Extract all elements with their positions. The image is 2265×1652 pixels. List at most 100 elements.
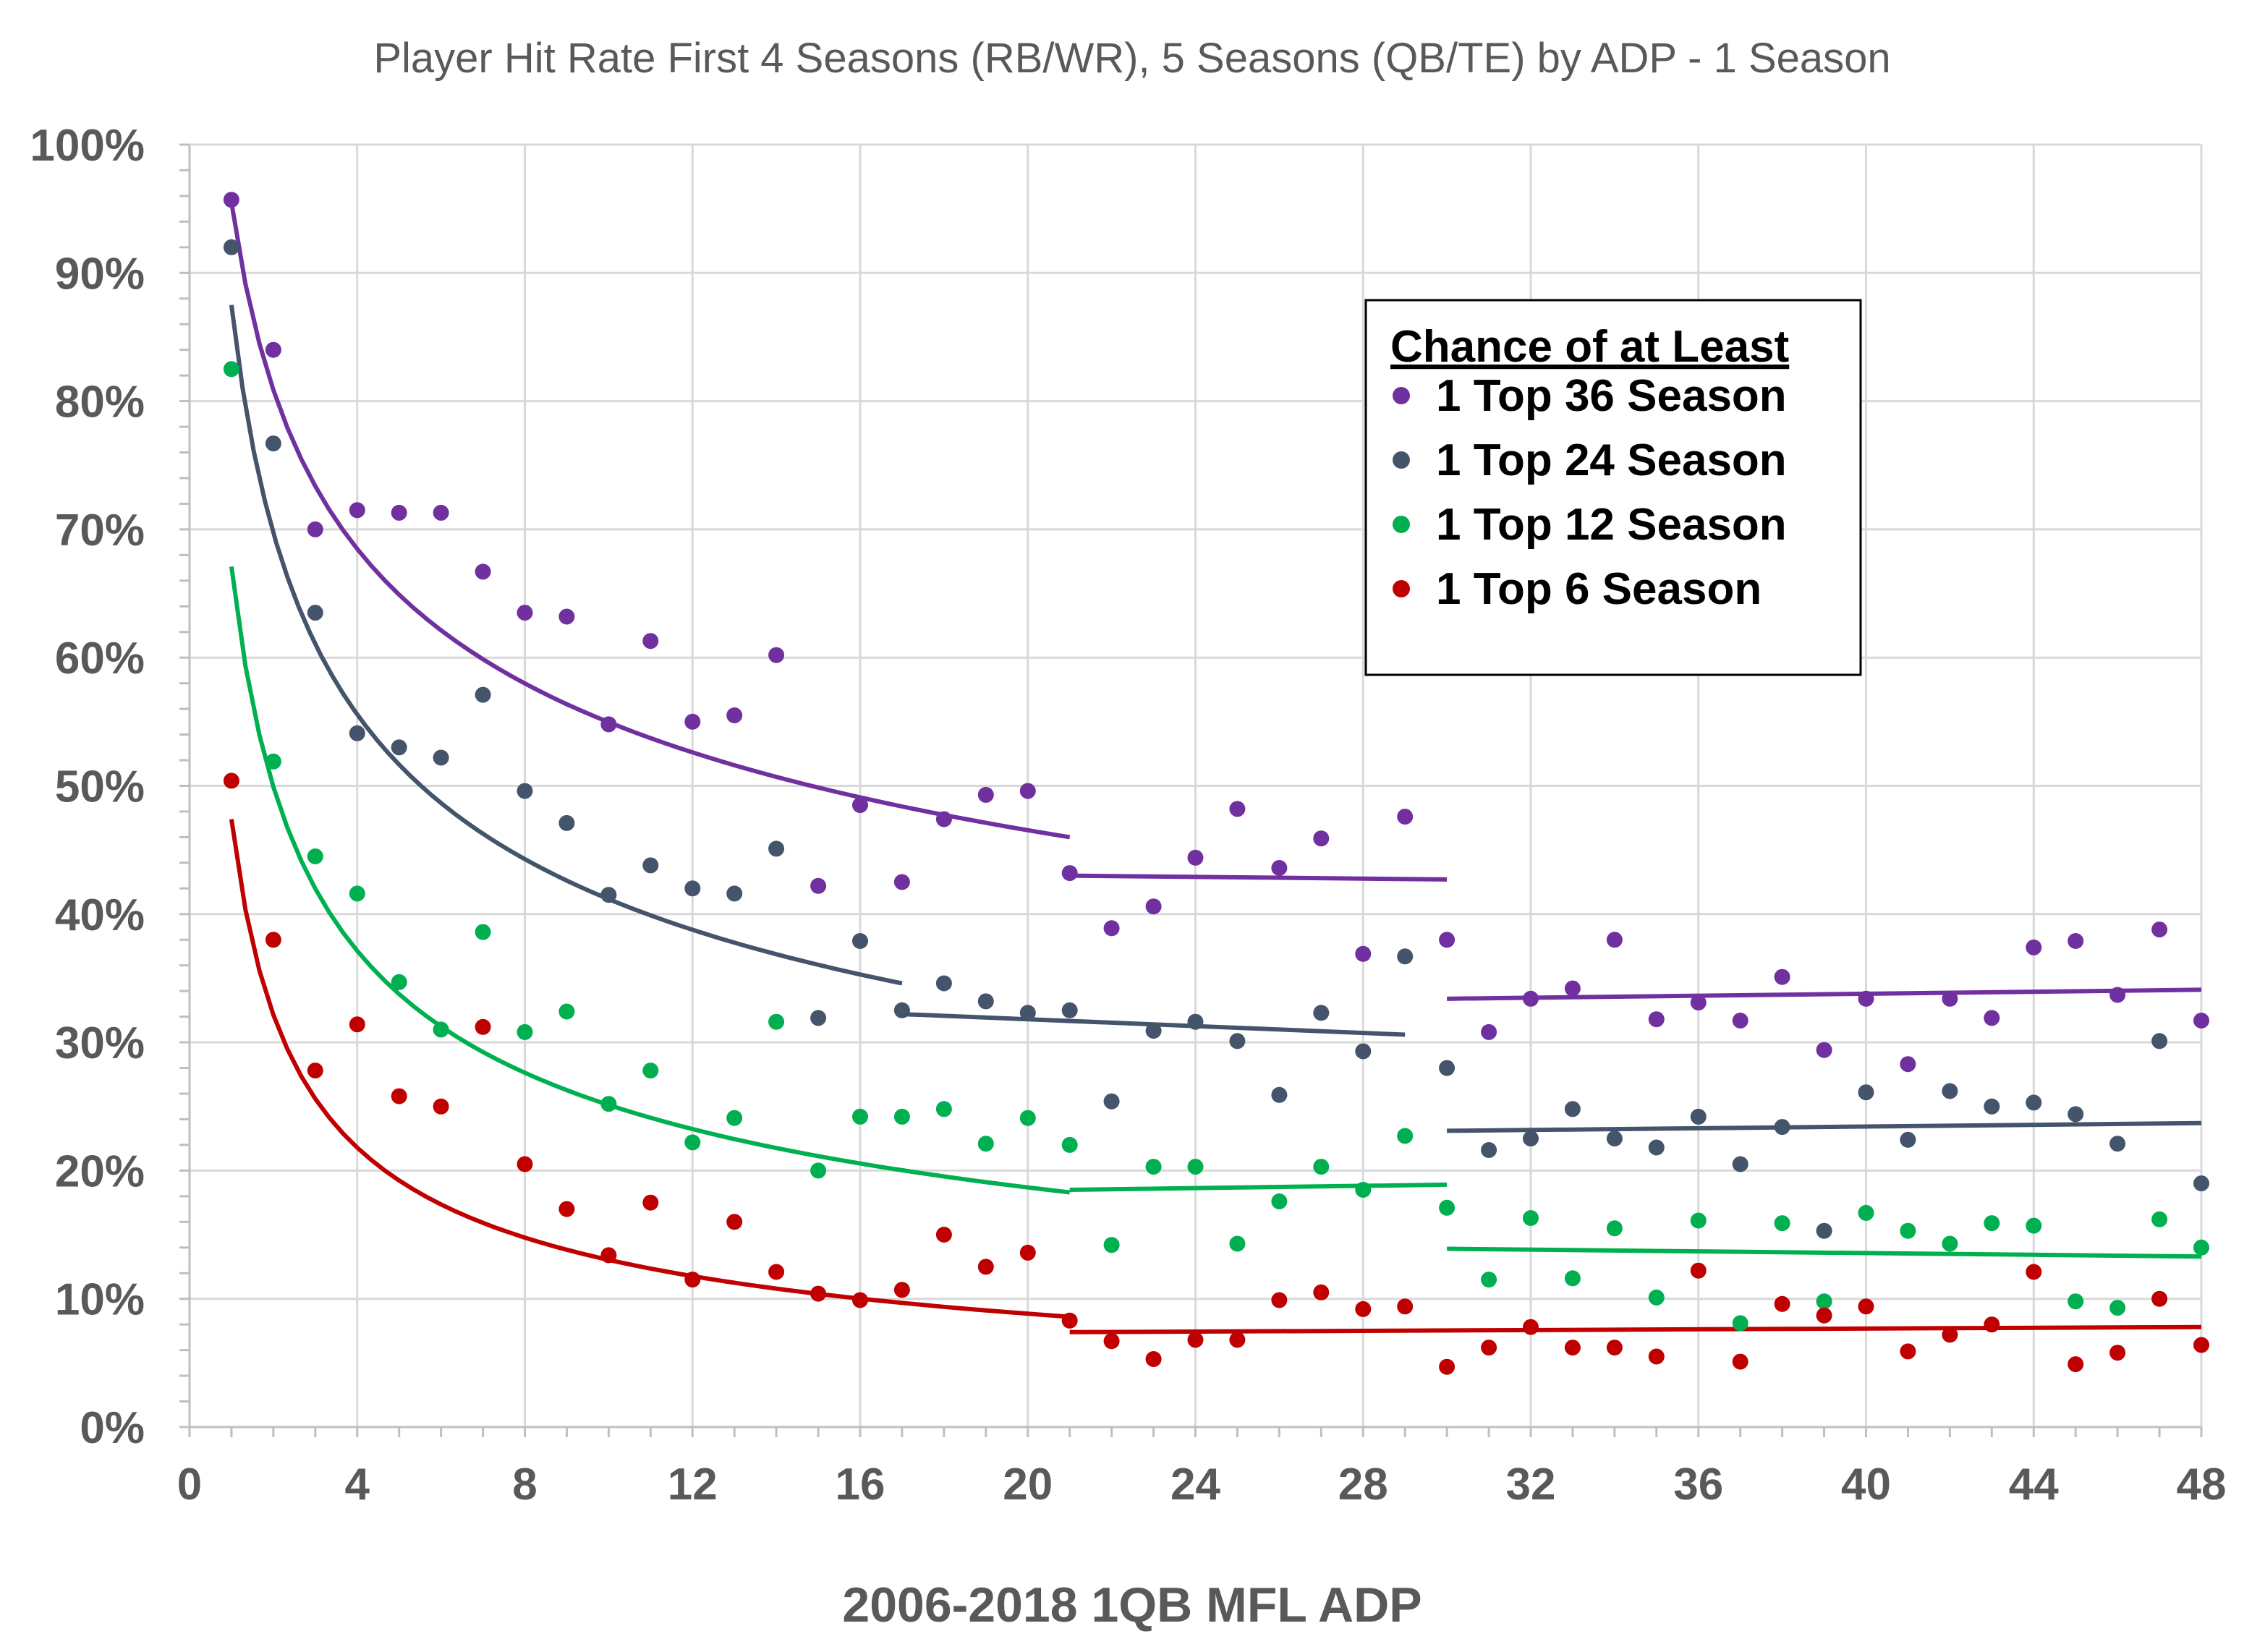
data-point: [2193, 1175, 2209, 1192]
data-point: [1564, 1101, 1581, 1117]
data-point: [1648, 1139, 1665, 1156]
x-tick-label: 32: [1506, 1460, 1556, 1510]
data-point: [558, 608, 575, 625]
data-point: [2026, 1094, 2042, 1111]
data-point: [1606, 1340, 1623, 1356]
data-point: [1355, 1182, 1372, 1198]
data-point: [1187, 1159, 1204, 1175]
data-point: [1816, 1042, 1832, 1058]
y-tick-label: 70%: [55, 506, 145, 555]
data-point: [852, 1108, 868, 1125]
data-point: [2068, 1356, 2084, 1373]
data-point: [1355, 945, 1372, 962]
data-point: [1523, 1131, 1539, 1147]
trendline-segment: [1447, 1120, 2202, 1133]
data-point: [1229, 1332, 1246, 1348]
data-point: [223, 192, 239, 208]
data-point: [558, 814, 575, 831]
data-point: [684, 1272, 701, 1288]
data-point: [1145, 1159, 1162, 1175]
data-point: [810, 1285, 827, 1302]
data-point: [517, 605, 533, 621]
data-point: [935, 811, 952, 827]
data-point: [265, 753, 281, 770]
data-point: [768, 840, 785, 857]
data-point: [475, 924, 491, 940]
data-point: [307, 1063, 323, 1079]
x-tick-label: 28: [1338, 1460, 1388, 1510]
data-point: [1061, 1312, 1078, 1329]
data-point: [642, 1194, 659, 1211]
data-point: [223, 772, 239, 789]
x-tick-label: 24: [1170, 1460, 1220, 1510]
data-point: [1900, 1131, 1916, 1148]
data-point: [558, 1003, 575, 1020]
data-point: [1229, 1235, 1246, 1252]
data-point: [1942, 1083, 1958, 1099]
data-point: [1984, 1215, 2000, 1232]
data-point: [684, 880, 701, 897]
y-tick-label: 0%: [80, 1403, 145, 1453]
data-point: [1523, 1210, 1539, 1226]
data-point: [1313, 830, 1330, 847]
data-point: [1523, 1319, 1539, 1335]
data-point: [1355, 1043, 1372, 1060]
data-point: [1103, 1333, 1120, 1350]
y-tick-label: 60%: [55, 634, 145, 684]
data-point: [1271, 1086, 1288, 1103]
data-point: [2068, 1106, 2084, 1123]
data-point: [977, 786, 994, 803]
data-point: [1648, 1289, 1665, 1306]
data-point: [1439, 932, 1456, 948]
trendline-segment: [229, 566, 1071, 1195]
data-point: [223, 361, 239, 378]
data-point: [2151, 1290, 2168, 1307]
data-point: [935, 1101, 952, 1117]
x-tick-label: 8: [512, 1460, 537, 1510]
data-point: [1439, 1060, 1456, 1076]
data-point: [1481, 1272, 1497, 1288]
data-point: [265, 341, 281, 358]
data-point: [1984, 1316, 2000, 1333]
data-point: [2193, 1013, 2209, 1029]
legend-marker: [1393, 580, 1410, 597]
data-point: [1690, 1262, 1707, 1279]
data-point: [2109, 1345, 2126, 1361]
data-point: [2109, 1136, 2126, 1152]
y-tick-label: 30%: [55, 1018, 145, 1068]
data-point: [391, 504, 407, 521]
data-point: [935, 975, 952, 992]
chart-title: Player Hit Rate First 4 Seasons (RB/WR),…: [373, 35, 1890, 82]
data-point: [2026, 1264, 2042, 1280]
data-point: [1313, 1284, 1330, 1300]
data-point: [977, 1136, 994, 1152]
data-point: [1019, 1110, 1036, 1126]
data-point: [1145, 898, 1162, 915]
data-point: [935, 1227, 952, 1243]
data-point: [349, 502, 365, 519]
data-point: [2193, 1337, 2209, 1353]
data-point: [1816, 1307, 1832, 1324]
data-point: [307, 605, 323, 621]
data-point: [684, 1134, 701, 1151]
data-point: [1732, 1013, 1748, 1029]
data-point: [1397, 948, 1414, 965]
data-point: [1481, 1023, 1497, 1040]
y-tick-label: 100%: [30, 121, 145, 171]
data-point: [600, 887, 617, 903]
data-point: [1523, 990, 1539, 1007]
data-point: [600, 1096, 617, 1112]
data-point: [1397, 809, 1414, 825]
x-tick-label: 36: [1673, 1460, 1723, 1510]
legend-box: [1364, 299, 1862, 676]
data-point: [1774, 1295, 1790, 1312]
y-tick-label: 80%: [55, 378, 145, 427]
data-point: [1858, 1298, 1874, 1315]
axis-layer: 0%10%20%30%40%50%60%70%80%90%100%0 4 8 12 16…: [30, 121, 2226, 1510]
data-point: [1019, 1005, 1036, 1021]
data-point: [642, 857, 659, 874]
data-point: [517, 1156, 533, 1172]
data-point: [810, 1162, 827, 1179]
